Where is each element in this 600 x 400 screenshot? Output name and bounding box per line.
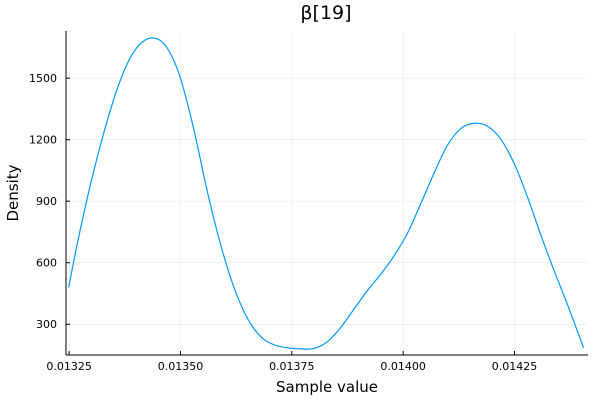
x-tick-label: 0.01325 — [46, 360, 92, 373]
density-curve — [68, 37, 585, 350]
y-tick-label: 300 — [36, 318, 57, 331]
y-tick-label: 900 — [36, 195, 57, 208]
y-tick-label: 600 — [36, 257, 57, 270]
y-tick-label: 1200 — [29, 134, 57, 147]
y-axis-ticks: 300 600 900 1200 1500 — [29, 72, 70, 331]
grid — [66, 31, 588, 355]
x-tick-label: 0.01400 — [380, 360, 426, 373]
x-axis-ticks: 0.01325 0.01350 0.01375 0.01400 0.01425 — [46, 351, 537, 373]
chart-title: β[19] — [300, 2, 351, 24]
y-axis-label: Density — [4, 164, 22, 221]
x-tick-label: 0.01375 — [269, 360, 315, 373]
x-tick-label: 0.01350 — [158, 360, 204, 373]
y-tick-label: 1500 — [29, 72, 57, 85]
x-tick-label: 0.01425 — [492, 360, 538, 373]
x-axis-label: Sample value — [276, 378, 378, 396]
